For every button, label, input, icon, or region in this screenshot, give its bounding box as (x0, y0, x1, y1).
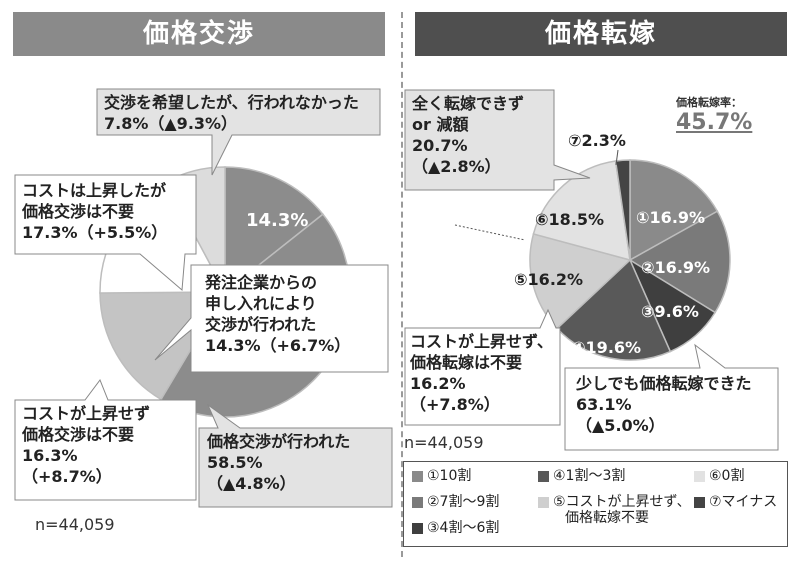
leader-line-right (454, 224, 526, 241)
callout-not-held: 交渉を希望したが、行われなかった 7.8%（▲9.3%） (104, 93, 359, 133)
callout-box-some (564, 343, 779, 451)
legend-swatch (538, 471, 549, 482)
slice-label-5: ⑤16.2% (514, 270, 584, 289)
legend-item-1: ①10割 (412, 468, 471, 484)
callout-some: 少しでも価格転嫁できた 63.1% （▲5.0%） (576, 374, 752, 435)
right-sample-size: n=44,059 (404, 433, 484, 452)
label-minus: ⑦2.3% (568, 131, 626, 150)
slice-label-1: ①16.9% (636, 208, 706, 227)
passthrough-rate-label: 価格転嫁率： (676, 96, 742, 109)
legend-item-5: ⑤コストが上昇せず、 価格転嫁不要 (538, 494, 691, 526)
callout-box-unneeded-flat (14, 378, 197, 501)
slice-label-2: ②16.9% (641, 258, 711, 277)
callout-box-not-held (96, 88, 381, 176)
legend: ①10割 ④1割～3割 ⑥0割 ②7割～9割 ⑤コストが上昇せず、 価格転嫁不要 … (403, 461, 788, 547)
callout-from-buyer: 発注企業からの 申し入れにより 交渉が行われた 14.3%（+6.7%） (205, 273, 351, 355)
legend-item-6: ⑥0割 (694, 468, 744, 484)
left-slice-label: 14.3% (246, 210, 309, 231)
legend-item-4: ④1割～3割 (538, 468, 625, 484)
callout-box-unneeded-flat-right (404, 308, 561, 426)
callout-box-from-buyer (154, 264, 389, 373)
callout-box-none (404, 89, 591, 191)
slice-from-buyer (224, 166, 324, 294)
section-divider (401, 12, 403, 557)
callout-unneeded-flat: コストが上昇せず 価格交渉は不要 16.3% （+8.7%） (22, 404, 151, 486)
legend-swatch (538, 497, 549, 508)
slice-minus (614, 159, 631, 261)
callout-none: 全く転嫁できず or 減額 20.7% （▲2.8%） (412, 94, 525, 176)
passthrough-rate-value: 45.7% (676, 110, 753, 135)
callout-box-held (198, 403, 393, 508)
callout-unneeded-flat-right: コストが上昇せず、 価格転嫁は不要 16.2% （+7.8%） (410, 332, 553, 414)
slice-label-6: ⑥18.5% (535, 210, 605, 229)
slice-70-90pct (628, 210, 731, 314)
left-sample-size: n=44,059 (35, 515, 115, 534)
slice-label-4: ④19.6% (572, 338, 642, 357)
leader-line-minus (615, 149, 619, 166)
legend-item-7: ⑦マイナス (694, 494, 777, 510)
header-price-passthrough: 価格転嫁 (415, 12, 787, 56)
slice-100pct (629, 159, 719, 262)
legend-swatch (412, 497, 423, 508)
legend-item-2: ②7割～9割 (412, 494, 499, 510)
callout-held: 価格交渉が行われた 58.5% （▲4.8%） (207, 432, 351, 493)
legend-item-3: ③4割～6割 (412, 520, 499, 536)
legend-swatch (694, 471, 705, 482)
slice-10-30pct (556, 258, 672, 361)
slice-0pct (532, 160, 631, 262)
header-price-negotiation: 価格交渉 (13, 12, 385, 56)
legend-swatch (694, 497, 705, 508)
callout-box-unneeded-up (14, 174, 197, 292)
right-pie-chart (529, 159, 731, 361)
legend-swatch (412, 523, 423, 534)
slice-label-3: ③9.6% (641, 302, 699, 321)
callout-unneeded-up: コストは上昇したが 価格交渉は不要 17.3%（+5.5%） (22, 181, 168, 242)
legend-swatch (412, 471, 423, 482)
